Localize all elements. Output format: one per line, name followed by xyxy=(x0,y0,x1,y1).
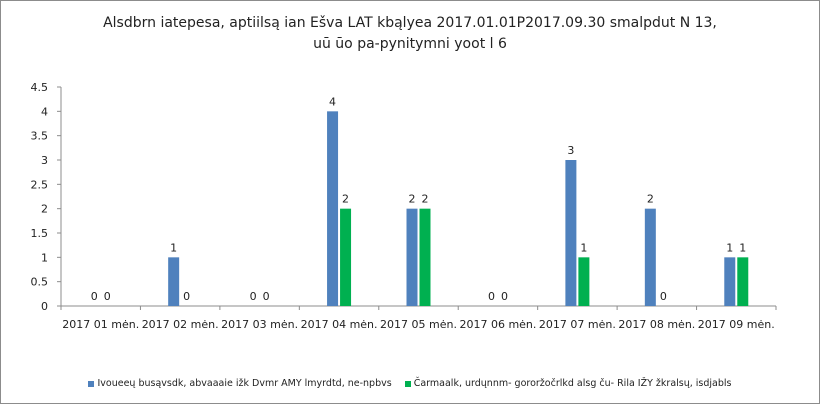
data-label-series-2: 0 xyxy=(501,290,508,303)
data-label-series-2: 0 xyxy=(660,290,667,303)
x-tick-label: 2017 04 mėn. xyxy=(301,318,378,331)
data-label-series-1: 3 xyxy=(567,144,574,157)
legend-item-series-2: Čarmaalk, urdųnnm- gororžočrlkd alsg ču-… xyxy=(404,378,732,389)
data-label-series-1: 4 xyxy=(329,95,336,108)
y-tick-label: 2 xyxy=(41,203,48,216)
legend-item-series-1: Ivoueeų busąvsdk, abvaaaie ižk Dvmr AMY … xyxy=(88,378,392,389)
data-label-series-2: 0 xyxy=(263,290,270,303)
y-tick-label: 1.5 xyxy=(31,227,49,240)
data-label-series-2: 0 xyxy=(183,290,190,303)
data-label-series-1: 2 xyxy=(409,193,416,206)
y-tick-label: 2.5 xyxy=(31,178,49,191)
data-label-series-1: 2 xyxy=(647,193,654,206)
bar-series-1 xyxy=(644,208,656,306)
chart-title-line-2: uū ūo pa-pynitymni yoot l 6 xyxy=(313,36,507,52)
y-tick-label: 1 xyxy=(41,251,48,264)
data-label-series-2: 2 xyxy=(422,193,429,206)
bar-series-2 xyxy=(578,257,590,306)
y-tick-label: 3.5 xyxy=(31,130,49,143)
data-label-series-1: 0 xyxy=(250,290,257,303)
bar-series-2 xyxy=(419,208,431,306)
x-tick-label: 2017 08 mėn. xyxy=(618,318,695,331)
bar-series-1 xyxy=(724,257,736,306)
data-label-series-1: 0 xyxy=(488,290,495,303)
bar-series-1 xyxy=(168,257,180,306)
bar-series-1 xyxy=(565,160,577,306)
data-label-series-1: 0 xyxy=(91,290,98,303)
y-tick-label: 3 xyxy=(41,154,48,167)
legend: Ivoueeų busąvsdk, abvaaaie ižk Dvmr AMY … xyxy=(1,378,819,389)
data-label-series-2: 2 xyxy=(342,193,349,206)
bar-series-2 xyxy=(737,257,749,306)
bar-series-2 xyxy=(340,208,352,306)
y-tick-label: 4.5 xyxy=(31,81,49,94)
x-tick-label: 2017 01 mėn. xyxy=(62,318,139,331)
x-tick-label: 2017 03 mėn. xyxy=(221,318,298,331)
x-tick-label: 2017 09 mėn. xyxy=(698,318,775,331)
plot-area: 0 0.5 1 1.5 2 2.5 3 3.5 4 4.5 2017 01 mėn. 2017 02 … xyxy=(31,81,777,331)
legend-label-series-1: Ivoueeų busąvsdk, abvaaaie ižk Dvmr AMY … xyxy=(97,378,392,389)
y-tick-label: 0 xyxy=(41,300,48,313)
legend-label-series-2: Čarmaalk, urdųnnm- gororžočrlkd alsg ču-… xyxy=(413,378,732,389)
y-tick-label: 4 xyxy=(41,105,48,118)
bar-series-1 xyxy=(406,208,418,306)
x-tick-label: 2017 06 mėn. xyxy=(459,318,536,331)
legend-swatch-series-2 xyxy=(404,380,411,387)
data-label-series-2: 1 xyxy=(580,241,587,254)
legend-swatch-series-1 xyxy=(88,380,95,387)
chart-title: Alsdbrn iatepesa, aptiilsą ian Ešva LAT … xyxy=(1,13,819,55)
bar-series-1 xyxy=(327,111,339,306)
x-tick-label: 2017 05 mėn. xyxy=(380,318,457,331)
y-tick-label: 0.5 xyxy=(31,276,49,289)
x-tick-label: 2017 02 mėn. xyxy=(142,318,219,331)
data-label-series-1: 1 xyxy=(170,241,177,254)
data-label-series-2: 0 xyxy=(104,290,111,303)
data-label-series-2: 1 xyxy=(739,241,746,254)
x-tick-label: 2017 07 mėn. xyxy=(539,318,616,331)
data-label-series-1: 1 xyxy=(726,241,733,254)
chart-title-line-1: Alsdbrn iatepesa, aptiilsą ian Ešva LAT … xyxy=(103,15,717,31)
